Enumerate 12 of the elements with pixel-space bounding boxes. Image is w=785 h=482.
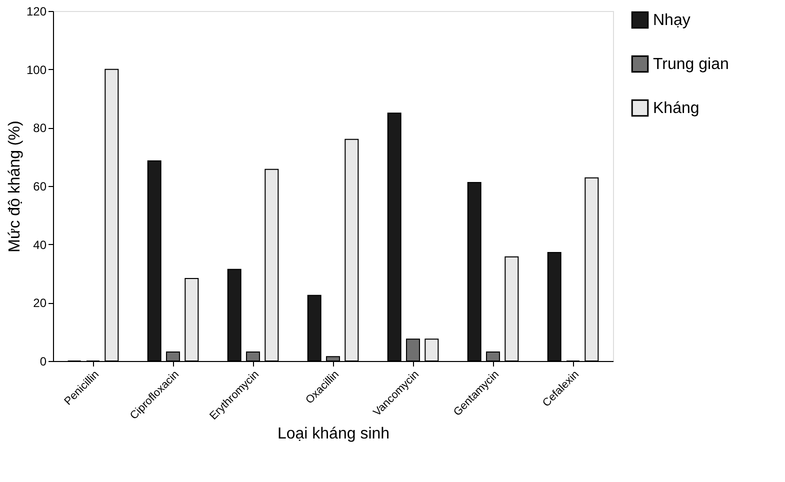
y-tick-label: 0 <box>40 354 47 368</box>
y-tick-label: 120 <box>26 4 47 18</box>
legend-label: Nhạy <box>653 12 690 29</box>
legend-label: Kháng <box>653 100 700 117</box>
y-tick-label: 100 <box>26 62 47 77</box>
x-axis-title: Loại kháng sinh <box>277 426 390 443</box>
y-tick-label: 80 <box>33 121 47 136</box>
legend-label: Trung gian <box>653 56 729 73</box>
y-tick-label: 20 <box>33 296 47 310</box>
y-tick-label: 60 <box>33 180 47 194</box>
y-axis-title: Mức độ kháng (%) <box>6 120 24 252</box>
y-tick-label: 40 <box>33 238 47 252</box>
